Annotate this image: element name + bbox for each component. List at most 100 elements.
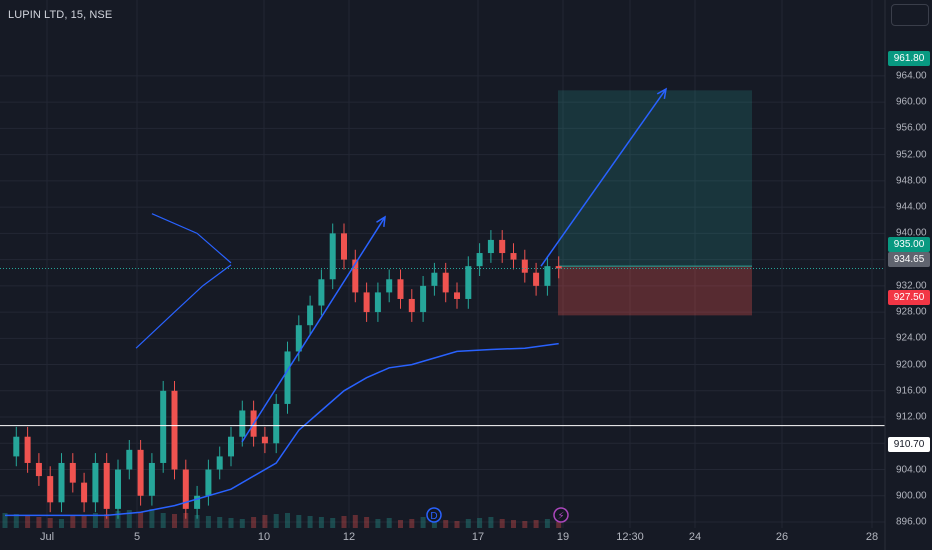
candle-body xyxy=(329,233,336,280)
candle-body xyxy=(126,449,133,470)
volume-bar xyxy=(330,518,336,528)
volume-bar xyxy=(81,515,87,528)
price-tick-label: 944.00 xyxy=(896,201,927,213)
candle-body xyxy=(182,469,189,509)
price-tick-label: 896.00 xyxy=(896,516,927,528)
candle-body xyxy=(318,279,325,306)
price-tick-label: 956.00 xyxy=(896,122,927,134)
volume-bar xyxy=(205,516,211,528)
volume-bar xyxy=(431,518,437,528)
price-tick-label: 960.00 xyxy=(896,96,927,108)
target-price-tag: 961.80 xyxy=(888,51,930,66)
volume-bar xyxy=(59,519,64,528)
volume-bar xyxy=(375,519,381,528)
volume-bar xyxy=(364,517,370,528)
impulse-arrow-head xyxy=(376,215,386,227)
candle-body xyxy=(510,253,517,260)
volume-bar xyxy=(477,518,483,528)
candle-body xyxy=(397,279,404,299)
candle-body xyxy=(374,292,381,313)
volume-bar xyxy=(341,516,347,528)
candle-body xyxy=(363,292,370,313)
volume-bar xyxy=(25,515,31,528)
candle-body xyxy=(386,279,393,293)
volume-bar xyxy=(544,519,550,528)
candle-body xyxy=(521,259,528,273)
candle-body xyxy=(352,259,359,293)
volume-bar xyxy=(352,515,358,528)
volume-bar xyxy=(104,514,110,528)
volume-bar xyxy=(217,517,223,528)
volume-bar xyxy=(126,510,132,528)
price-tick-label: 912.00 xyxy=(896,411,927,423)
price-tick-label: 932.00 xyxy=(896,280,927,292)
dividend-marker-label: D xyxy=(430,511,437,522)
candle-body xyxy=(555,266,562,269)
candle-body xyxy=(92,462,99,503)
candle-body xyxy=(115,469,121,509)
last-price-tag: 934.65 xyxy=(888,252,930,267)
volume-bar xyxy=(409,519,415,528)
candle-body xyxy=(544,266,551,286)
volume-bar xyxy=(420,517,426,528)
volume-bar xyxy=(194,515,200,528)
volume-bar xyxy=(2,513,8,528)
risk-reward-zones xyxy=(558,90,752,316)
candle-body xyxy=(295,325,302,352)
time-tick-label: 10 xyxy=(257,531,271,543)
loss-zone xyxy=(558,266,752,316)
candle-body xyxy=(228,436,234,457)
candle-body xyxy=(465,266,472,299)
volume-bar xyxy=(228,518,234,528)
time-tick-label: 12:30 xyxy=(616,531,644,543)
candle-body xyxy=(273,403,280,444)
impulse-arrow xyxy=(241,216,386,443)
volume-bar xyxy=(522,521,528,528)
volume-bar xyxy=(115,511,121,528)
candle-body xyxy=(81,482,88,503)
volume-bar xyxy=(36,517,42,528)
volume-bar xyxy=(285,513,290,528)
volume-bar xyxy=(149,509,155,528)
volume-bar xyxy=(556,522,562,528)
chart-settings-button[interactable] xyxy=(891,4,929,26)
volume-bar xyxy=(262,515,268,528)
event-marker xyxy=(553,507,569,523)
price-tick-label: 940.00 xyxy=(896,227,927,239)
volume-bar xyxy=(533,520,539,528)
volume-bar xyxy=(239,519,245,528)
volume-bar xyxy=(92,513,98,528)
projection-arrow xyxy=(540,88,667,267)
profit-zone xyxy=(558,90,752,267)
time-tick-label: 26 xyxy=(775,531,789,543)
candle-body xyxy=(148,462,155,496)
volume-bar xyxy=(273,514,279,528)
price-tick-label: 928.00 xyxy=(896,306,927,318)
candle-body xyxy=(261,436,268,444)
moving-average xyxy=(5,342,559,517)
candle-body xyxy=(35,462,42,477)
stop-price-tag: 927.50 xyxy=(888,290,930,305)
volume-bar xyxy=(70,516,76,528)
chart-title: LUPIN LTD, 15, NSE xyxy=(8,9,113,21)
price-tick-label: 948.00 xyxy=(896,175,927,187)
volume-bar xyxy=(307,516,313,528)
volume-bar xyxy=(499,519,505,528)
volume-bar xyxy=(13,514,19,528)
price-tick-label: 900.00 xyxy=(896,490,927,502)
candle-body xyxy=(454,292,460,299)
event-markers: D ⚡ xyxy=(426,507,569,523)
time-tick-label: 24 xyxy=(688,531,702,543)
volume-bar xyxy=(172,514,177,528)
candle-body xyxy=(533,272,540,286)
time-tick-label: 5 xyxy=(133,531,141,543)
candle-body xyxy=(24,436,31,463)
chart-grid xyxy=(0,0,885,528)
support-price-tag: 910.70 xyxy=(888,437,930,452)
volume-bar xyxy=(251,517,257,528)
price-tick-label: 964.00 xyxy=(896,70,927,82)
time-tick-label: 19 xyxy=(556,531,570,543)
event-marker-label: ⚡ xyxy=(557,511,564,522)
volume-bar xyxy=(488,517,494,528)
